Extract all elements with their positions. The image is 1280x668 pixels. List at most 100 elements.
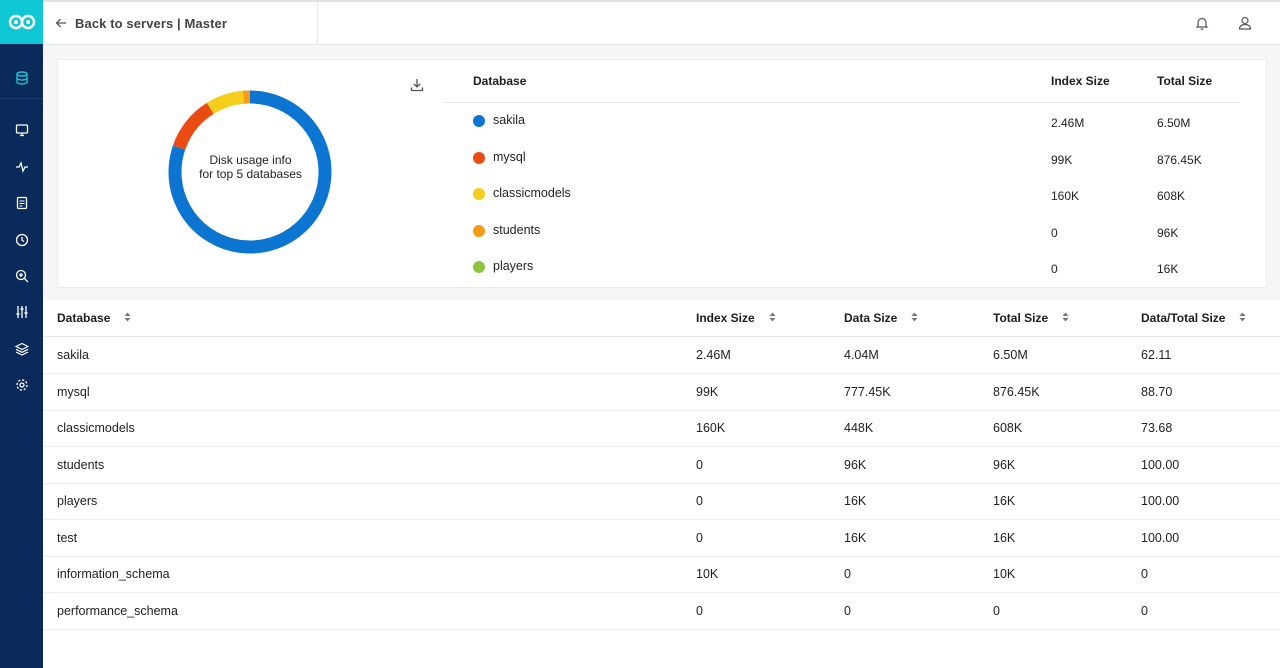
- cell-index-size: 0: [696, 531, 703, 545]
- donut-slice-sakila[interactable]: [168, 90, 332, 254]
- top-header: Back to servers | Master: [43, 2, 1280, 45]
- download-chart-button[interactable]: [410, 78, 426, 94]
- monitor-icon: [15, 124, 28, 137]
- legend-total-size: 608K: [1157, 189, 1186, 203]
- sidebar-item-activity[interactable]: [0, 155, 43, 179]
- cell-total-size: 0: [993, 604, 1000, 618]
- sort-icon[interactable]: [1239, 311, 1246, 325]
- sidebar-item-settings[interactable]: [0, 373, 43, 397]
- sidebar-item-reports[interactable]: [0, 191, 43, 215]
- cell-data-size: 96K: [844, 458, 867, 472]
- cell-total-size: 876.45K: [993, 385, 1040, 399]
- legend-index-size: 99K: [1051, 153, 1073, 167]
- cell-total-size: 608K: [993, 421, 1023, 435]
- column-header-data-total-ratio[interactable]: Data/Total Size: [1141, 311, 1246, 325]
- bell-icon: [1195, 17, 1209, 30]
- column-header-total-size[interactable]: Total Size: [993, 311, 1069, 325]
- disk-usage-donut-chart: [168, 90, 332, 254]
- layers-icon: [14, 342, 29, 356]
- legend-database-name: mysql: [493, 150, 526, 164]
- legend-index-size: 2.46M: [1051, 116, 1085, 130]
- table-row[interactable]: performance_schema 0 0 0 0: [43, 593, 1280, 630]
- table-row[interactable]: information_schema 10K 0 10K 0: [43, 556, 1280, 593]
- sort-icon[interactable]: [769, 311, 776, 325]
- sidebar: [0, 0, 43, 668]
- donut-center-label: Disk usage info for top 5 databases: [188, 153, 313, 181]
- legend-total-size: 16K: [1157, 262, 1179, 276]
- cell-total-size: 96K: [993, 458, 1016, 472]
- app-logo[interactable]: [0, 0, 43, 44]
- table-row[interactable]: students 0 96K 96K 100.00: [43, 447, 1280, 484]
- sliders-icon: [16, 306, 27, 318]
- legend-color-dot: [473, 261, 485, 273]
- cell-data-total-ratio: 0: [1141, 604, 1148, 618]
- legend-row: players 0 16K: [443, 251, 1243, 287]
- database-icon: [15, 71, 28, 85]
- notifications-button[interactable]: [1193, 14, 1211, 32]
- cell-data-total-ratio: 73.68: [1141, 421, 1173, 435]
- sidebar-item-layers[interactable]: [0, 337, 43, 361]
- table-row[interactable]: classicmodels 160K 448K 608K 73.68: [43, 410, 1280, 447]
- legend-color-dot: [473, 225, 485, 237]
- legend-total-size: 876.45K: [1157, 153, 1202, 167]
- cell-total-size: 16K: [993, 494, 1016, 508]
- legend-color-dot: [473, 115, 485, 127]
- user-profile-button[interactable]: [1236, 14, 1254, 32]
- column-header-index-size[interactable]: Index Size: [696, 311, 776, 325]
- cell-index-size: 2.46M: [696, 348, 731, 362]
- table-row[interactable]: sakila 2.46M 4.04M 6.50M 62.11: [43, 337, 1280, 374]
- sort-icon[interactable]: [911, 311, 918, 325]
- cell-database: students: [57, 458, 105, 472]
- cell-database: sakila: [57, 348, 89, 362]
- cell-data-size: 448K: [844, 421, 874, 435]
- legend-color-dot: [473, 188, 485, 200]
- sort-icon[interactable]: [124, 311, 131, 325]
- back-label[interactable]: Back to servers | Master: [75, 15, 228, 31]
- donut-slice-mysql[interactable]: [172, 102, 214, 150]
- legend-row: mysql 99K 876.45K: [443, 142, 1243, 178]
- sort-icon[interactable]: [1062, 311, 1069, 325]
- donut-center-line-1: Disk usage info: [209, 153, 292, 167]
- cell-total-size: 10K: [993, 567, 1016, 581]
- sidebar-item-monitor[interactable]: [0, 118, 43, 142]
- legend-header: Database Index Size Total Size: [443, 60, 1240, 103]
- disk-usage-chart-card: Disk usage info for top 5 databases: [57, 59, 444, 288]
- donut-slice-classicmodels[interactable]: [206, 90, 245, 115]
- arrow-left-icon: [55, 18, 66, 28]
- clock-icon: [15, 233, 28, 247]
- legend-row: sakila 2.46M 6.50M: [443, 105, 1243, 141]
- legend-database-name: sakila: [493, 113, 525, 127]
- sidebar-item-tuning[interactable]: [0, 300, 43, 324]
- sidebar-item-databases[interactable]: [0, 58, 43, 99]
- cell-index-size: 99K: [696, 385, 719, 399]
- legend-index-size: 0: [1051, 226, 1058, 240]
- legend-row: classicmodels 160K 608K: [443, 178, 1243, 214]
- column-header-data-size[interactable]: Data Size: [844, 311, 918, 325]
- cell-index-size: 160K: [696, 421, 726, 435]
- cell-index-size: 10K: [696, 567, 719, 581]
- cell-database: information_schema: [57, 567, 170, 581]
- cell-database: players: [57, 494, 98, 508]
- database-size-table: Database Index Size Data Size Total Size…: [43, 300, 1280, 668]
- table-row[interactable]: players 0 16K 16K 100.00: [43, 483, 1280, 520]
- table-row[interactable]: test 0 16K 16K 100.00: [43, 520, 1280, 557]
- sidebar-item-history[interactable]: [0, 228, 43, 252]
- user-icon: [1238, 16, 1252, 30]
- legend-database-name: players: [493, 259, 534, 273]
- cell-data-size: 777.45K: [844, 385, 891, 399]
- cell-database: mysql: [57, 385, 90, 399]
- donut-center-line-2: for top 5 databases: [199, 167, 302, 181]
- top-databases-legend: Database Index Size Total Size sakila 2.…: [443, 59, 1267, 288]
- sidebar-item-query[interactable]: [0, 264, 43, 288]
- legend-header-database: Database: [473, 74, 527, 88]
- cell-total-size: 16K: [993, 531, 1016, 545]
- column-header-database[interactable]: Database: [57, 311, 131, 325]
- table-row[interactable]: mysql 99K 777.45K 876.45K 88.70: [43, 374, 1280, 411]
- back-to-servers-link[interactable]: Back to servers | Master: [55, 2, 227, 44]
- legend-row: students 0 96K: [443, 215, 1243, 251]
- legend-database-name: students: [493, 223, 541, 237]
- legend-header-total-size: Total Size: [1157, 74, 1213, 88]
- header-divider: [317, 2, 318, 44]
- download-icon: [410, 79, 424, 92]
- cell-data-size: 0: [844, 567, 851, 581]
